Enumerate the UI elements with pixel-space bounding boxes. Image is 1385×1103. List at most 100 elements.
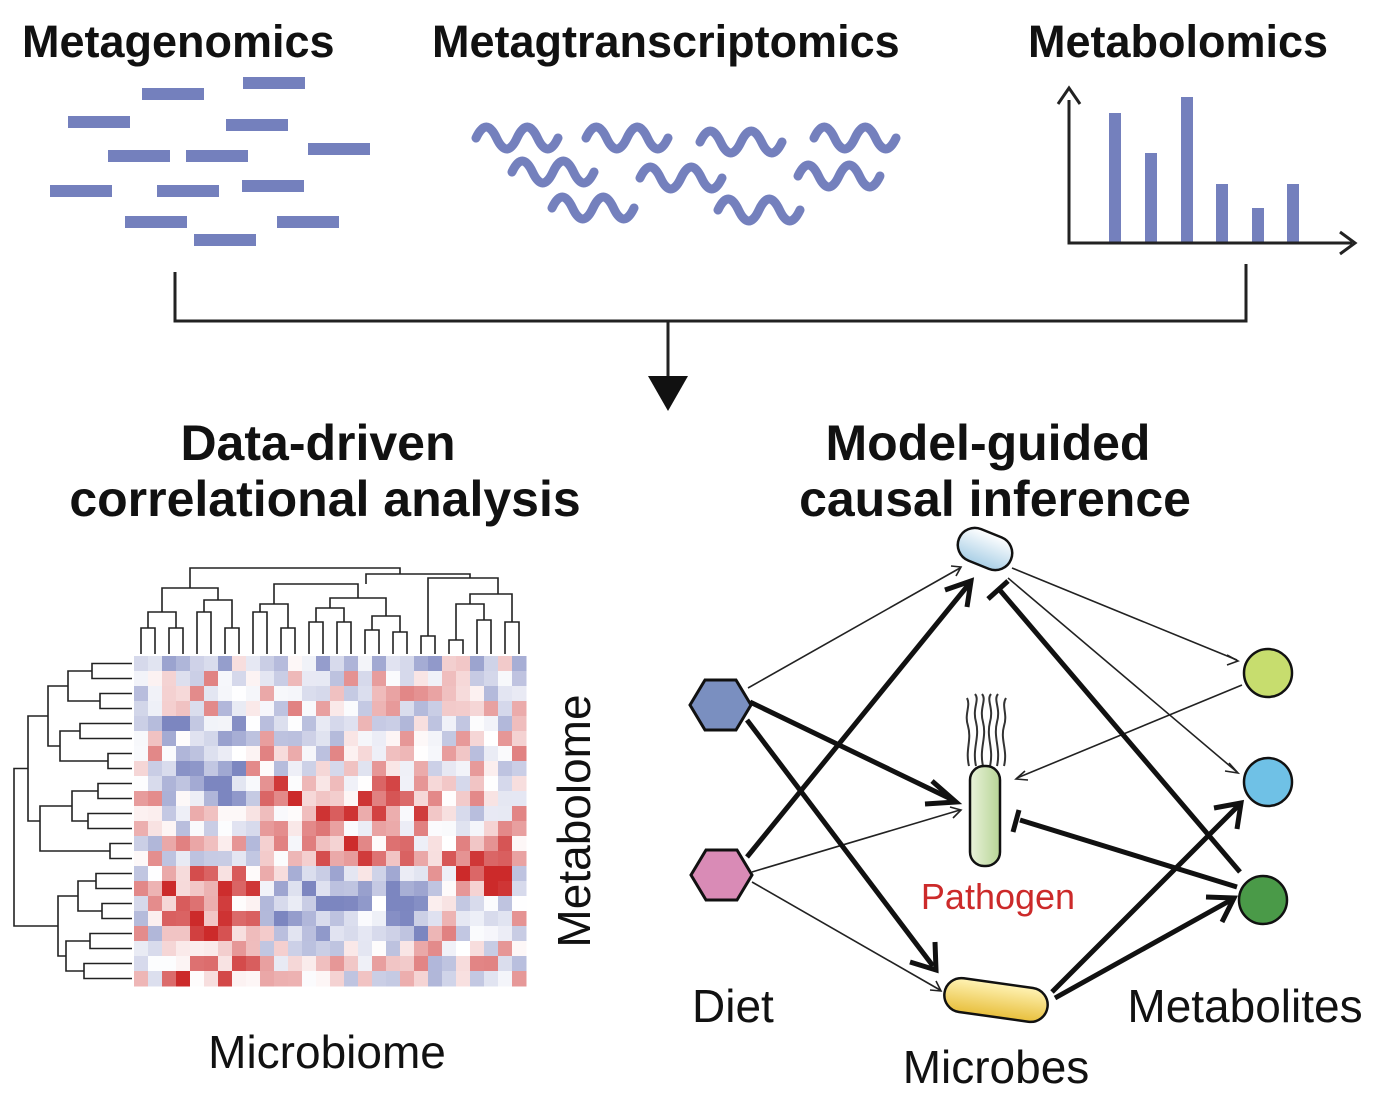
heatmap-cell [162, 806, 177, 822]
heatmap-cell [498, 806, 513, 822]
heatmap-cell [428, 671, 443, 687]
heatmap-cell [260, 836, 275, 852]
heatmap-cell [218, 686, 233, 702]
spectrum-bar [1145, 153, 1157, 243]
heatmap-cell [442, 791, 457, 807]
right-section-title-line1: Model-guided [826, 415, 1151, 471]
heatmap-cell [190, 671, 205, 687]
heatmap-cell [162, 926, 177, 942]
heatmap-cell [428, 776, 443, 792]
heatmap-cell [456, 911, 471, 927]
heatmap-cell [246, 911, 261, 927]
heatmap-cell [204, 836, 219, 852]
read-dash [50, 185, 112, 197]
heatmap-cell [456, 806, 471, 822]
heatmap-cell [498, 941, 513, 957]
heatmap-cell [372, 656, 387, 672]
heatmap-cell [456, 956, 471, 972]
heatmap-cell [372, 701, 387, 717]
heatmap-cell [218, 866, 233, 882]
heatmap-cell [176, 701, 191, 717]
heatmap-cell [330, 746, 345, 762]
heatmap-cell [302, 956, 317, 972]
heatmap-cell [414, 656, 429, 672]
heatmap-cell [470, 896, 485, 912]
heatmap-cell [176, 941, 191, 957]
heatmap-cell [400, 671, 415, 687]
heatmap-cell [204, 971, 219, 987]
heatmap-cell [260, 956, 275, 972]
heatmap-cell [260, 791, 275, 807]
heatmap-cell [372, 731, 387, 747]
heatmap-cell [288, 836, 303, 852]
heatmap-cell [204, 761, 219, 777]
heatmap-cell [246, 851, 261, 867]
heatmap-cell [428, 791, 443, 807]
heatmap-cell [162, 941, 177, 957]
heatmap-cell [428, 761, 443, 777]
heatmap-cell [512, 791, 527, 807]
heatmap-cell [470, 881, 485, 897]
heatmap-cell [344, 806, 359, 822]
heatmap-cell [162, 701, 177, 717]
heatmap-cell [134, 671, 149, 687]
heatmap-cell [498, 866, 513, 882]
heatmap-cell [204, 731, 219, 747]
heatmap-cell [246, 686, 261, 702]
transcript-wave [793, 160, 885, 192]
read-dash [186, 150, 248, 162]
heatmap-cell [456, 881, 471, 897]
heatmap-cell [302, 731, 317, 747]
heatmap-cell [512, 806, 527, 822]
heatmap-cell [358, 746, 373, 762]
heatmap-cell [400, 821, 415, 837]
heatmap-cell [246, 866, 261, 882]
heatmap-cell [204, 911, 219, 927]
heatmap-cell [330, 881, 345, 897]
heatmap-cell [260, 911, 275, 927]
heatmap-cell [498, 746, 513, 762]
heatmap-cell [302, 896, 317, 912]
heatmap-cell [218, 881, 233, 897]
heatmap-cell [414, 716, 429, 732]
heatmap-cell [386, 881, 401, 897]
heatmap-cell [190, 836, 205, 852]
heatmap-cell [386, 851, 401, 867]
heatmap-cell [246, 716, 261, 732]
heatmap-cell [218, 851, 233, 867]
heatmap-cell [232, 821, 247, 837]
heatmap-cell [218, 821, 233, 837]
heatmap-cell [204, 791, 219, 807]
heatmap-cell [190, 746, 205, 762]
heatmap-cell [512, 851, 527, 867]
heatmap-cell [414, 926, 429, 942]
heatmap-cell [218, 836, 233, 852]
heatmap-cell [148, 866, 163, 882]
heatmap-cell [316, 821, 331, 837]
heatmap-cell [148, 746, 163, 762]
heatmap-cell [260, 851, 275, 867]
heatmap-cell [218, 656, 233, 672]
heatmap-cell [302, 701, 317, 717]
heatmap-cell [400, 911, 415, 927]
heatmap-cell [302, 836, 317, 852]
heatmap-cell [260, 896, 275, 912]
heatmap-cell [330, 656, 345, 672]
heatmap-cell [344, 746, 359, 762]
heatmap-cell [400, 701, 415, 717]
heatmap-cell [414, 761, 429, 777]
heatmap-cell [148, 656, 163, 672]
heatmap-cell [498, 761, 513, 777]
heatmap-cell [204, 956, 219, 972]
heatmap-cell [512, 671, 527, 687]
heatmap-cell [190, 896, 205, 912]
heatmap-cell [302, 926, 317, 942]
heatmap-cell [372, 671, 387, 687]
heatmap-cell [316, 761, 331, 777]
heatmap-cell [134, 956, 149, 972]
heatmap-cell [358, 881, 373, 897]
heatmap-cell [162, 656, 177, 672]
heatmap-cell [372, 836, 387, 852]
heatmap-cell [260, 731, 275, 747]
heatmap-cell [218, 776, 233, 792]
